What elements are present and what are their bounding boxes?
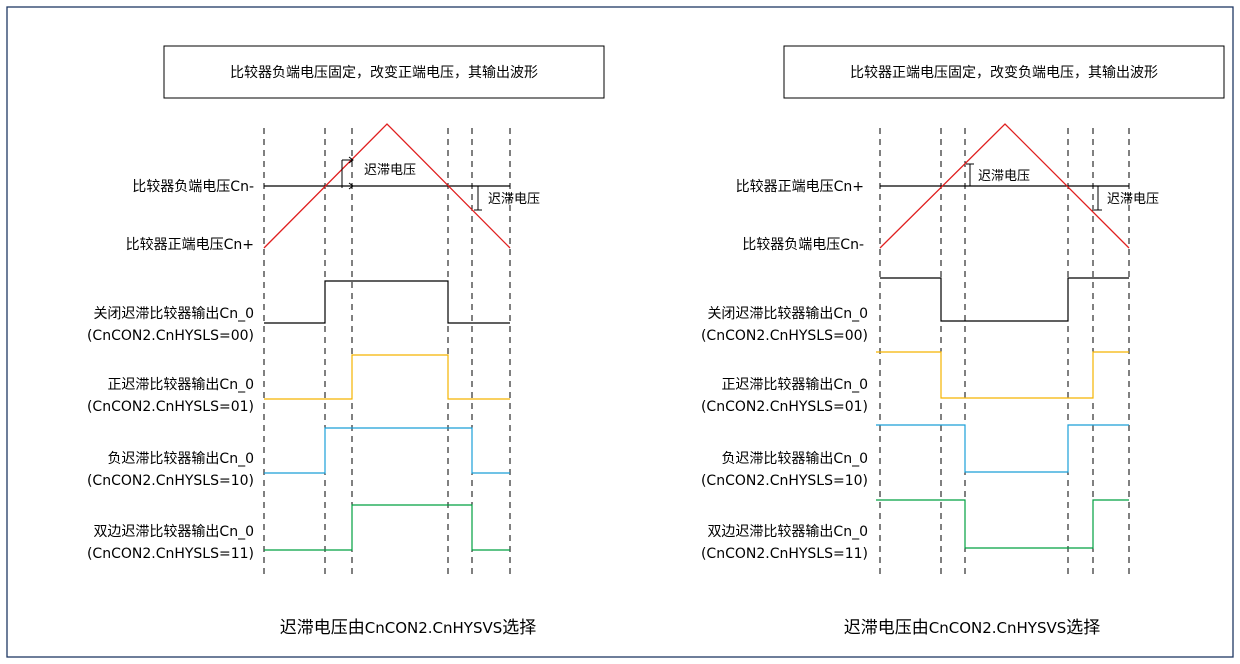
right-varied-voltage-ramp <box>879 123 1130 249</box>
right-hyst-indicator-upper <box>966 163 974 187</box>
left-wave-off <box>264 280 510 324</box>
right-output-neg-reg: (CnCON2.CnHYSLS=10) <box>701 473 868 489</box>
outer-frame <box>6 6 1234 658</box>
left-varied-label: 比较器正端电压Cn+ <box>126 237 254 253</box>
left-wave-double <box>264 504 510 551</box>
right-output-pos-label: 正迟滞比较器输出Cn_0 <box>721 377 868 393</box>
left-varied-voltage-ramp <box>263 123 511 249</box>
right-varied-label: 比较器负端电压Cn- <box>742 237 864 253</box>
left-output-neg-reg: (CnCON2.CnHYSLS=10) <box>87 473 254 489</box>
right-output-off-reg: (CnCON2.CnHYSLS=00) <box>701 328 868 344</box>
right-hyst-label-upper: 迟滞电压 <box>978 169 1030 184</box>
right-caption: 迟滞电压由CnCON2.CnHYSVS选择 <box>844 618 1101 638</box>
right-time-markers <box>879 128 1130 578</box>
right-output-pos-reg: (CnCON2.CnHYSLS=01) <box>701 399 868 415</box>
right-output-off-label: 关闭迟滞比较器输出Cn_0 <box>707 306 868 322</box>
right-title-box <box>783 45 1225 99</box>
left-output-neg-label: 负迟滞比较器输出Cn_0 <box>107 451 254 467</box>
left-hyst-indicator-lower <box>474 185 482 211</box>
right-output-dbl-label: 双边迟滞比较器输出Cn_0 <box>707 524 868 540</box>
left-output-off-label: 关闭迟滞比较器输出Cn_0 <box>93 306 254 322</box>
left-title: 比较器负端电压固定，改变正端电压，其输出波形 <box>230 65 538 81</box>
right-title: 比较器正端电压固定，改变负端电压，其输出波形 <box>850 65 1158 81</box>
left-panel: 比较器负端电压固定，改变正端电压，其输出波形 迟滞电压 迟滞电压 <box>87 45 605 638</box>
left-output-pos-reg: (CnCON2.CnHYSLS=01) <box>87 399 254 415</box>
left-wave-positive <box>264 354 510 400</box>
right-panel: 比较器正端电压固定，改变负端电压，其输出波形 迟滞电压 迟滞电压 比 <box>701 45 1225 638</box>
right-hyst-label-lower: 迟滞电压 <box>1107 192 1159 207</box>
left-hyst-label-upper: 迟滞电压 <box>364 163 416 178</box>
left-output-pos-label: 正迟滞比较器输出Cn_0 <box>107 377 254 393</box>
right-output-neg-label: 负迟滞比较器输出Cn_0 <box>721 451 868 467</box>
right-wave-positive <box>876 351 1129 399</box>
right-output-dbl-reg: (CnCON2.CnHYSLS=11) <box>701 546 868 562</box>
left-hyst-label-lower: 迟滞电压 <box>488 192 540 207</box>
right-wave-off <box>880 277 1129 322</box>
left-output-off-reg: (CnCON2.CnHYSLS=00) <box>87 328 254 344</box>
left-hyst-indicator-upper <box>341 156 354 190</box>
right-fixed-label: 比较器正端电压Cn+ <box>736 179 864 195</box>
right-wave-double <box>876 499 1129 549</box>
left-title-box <box>163 45 605 99</box>
left-output-dbl-label: 双边迟滞比较器输出Cn_0 <box>93 524 254 540</box>
right-wave-negative <box>876 424 1129 473</box>
left-time-markers <box>263 128 511 578</box>
left-wave-negative <box>264 427 510 474</box>
right-hyst-indicator-lower <box>1094 185 1102 211</box>
left-caption: 迟滞电压由CnCON2.CnHYSVS选择 <box>280 618 537 638</box>
left-fixed-label: 比较器负端电压Cn- <box>132 179 254 195</box>
left-output-dbl-reg: (CnCON2.CnHYSLS=11) <box>87 546 254 562</box>
